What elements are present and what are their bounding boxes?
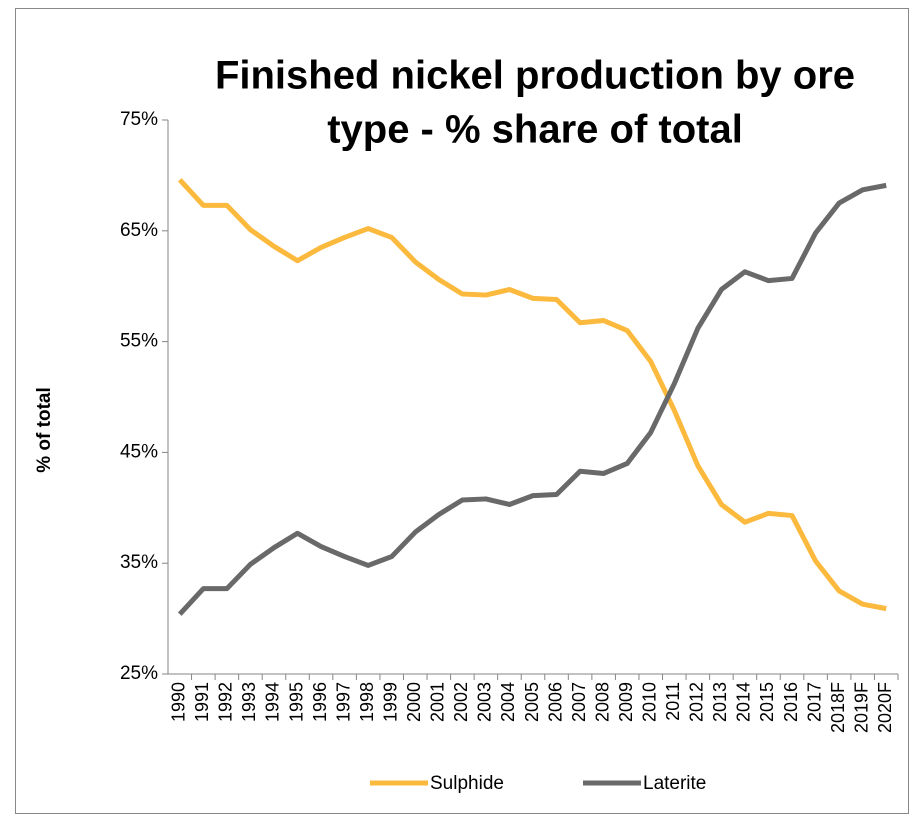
x-tick-label: 1995 [286,682,306,722]
x-tick-label: 1998 [357,682,377,722]
x-tick-label: 2010 [639,682,659,722]
x-tick-label: 1993 [239,682,259,722]
x-tick-label: 1991 [192,682,212,722]
chart-border [15,8,909,814]
y-axis-label: % of total [34,387,55,473]
x-tick-label: 2009 [616,682,636,722]
y-tick-label: 65% [120,220,158,241]
x-tick-label: 2012 [687,682,707,722]
x-tick-label: 2008 [592,682,612,722]
x-tick-label: 1999 [380,682,400,722]
x-tick-label: 2005 [522,682,542,722]
x-tick-label: 2007 [569,682,589,722]
legend-label: Laterite [643,773,706,794]
x-tick-label: 2001 [428,682,448,722]
x-tick-label: 2015 [757,682,777,722]
x-tick-label: 1992 [216,682,236,722]
chart-title: type - % share of total [327,108,743,152]
x-tick-label: 2016 [781,682,801,722]
x-tick-label: 1990 [169,682,189,722]
x-tick-label: 2020F [875,682,895,733]
x-tick-label: 2004 [498,682,518,722]
line-series [177,182,887,616]
chart-title: Finished nickel production by ore [215,54,855,98]
x-tick-label: 2014 [734,682,754,722]
x-tick-label: 1996 [310,682,330,722]
x-tick-label: 2000 [404,682,424,722]
line-series [177,178,887,612]
legend-label: Sulphide [430,773,504,794]
x-tick-label: 2013 [710,682,730,722]
y-tick-label: 55% [120,331,158,352]
y-tick-label: 25% [120,663,158,684]
x-tick-label: 2017 [804,682,824,722]
x-tick-label: 2011 [663,682,683,721]
x-tick-label: 2006 [545,682,565,722]
y-tick-label: 35% [120,552,158,573]
x-tick-label: 1994 [263,682,283,722]
x-tick-label: 2002 [451,682,471,722]
y-tick-label: 75% [120,109,158,130]
x-tick-label: 1997 [333,682,353,722]
y-tick-label: 45% [120,441,158,462]
x-tick-label: 2019F [851,682,871,733]
x-tick-label: 2018F [828,682,848,733]
x-tick-label: 2003 [475,682,495,722]
